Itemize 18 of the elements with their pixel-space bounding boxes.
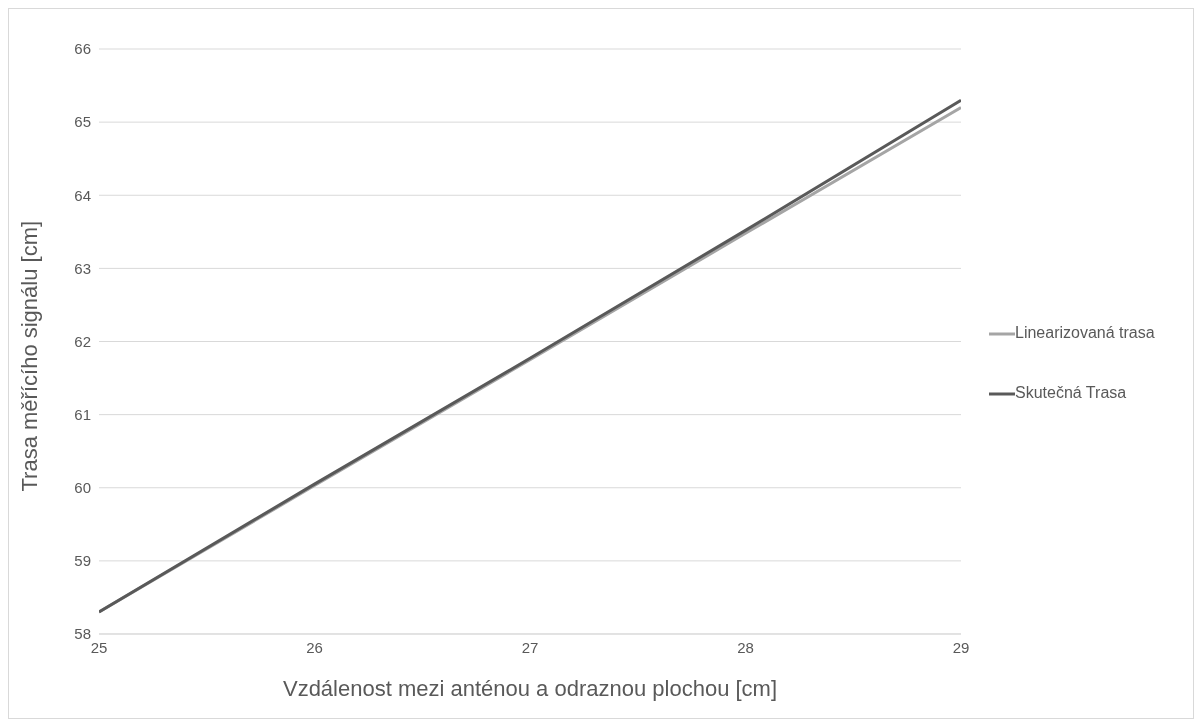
x-tick-label: 26 xyxy=(306,638,323,656)
x-tick-label: 25 xyxy=(90,638,108,656)
y-tick-label: 64 xyxy=(74,186,91,204)
y-tick-label: 66 xyxy=(74,39,91,57)
y-tick-label: 59 xyxy=(74,551,91,569)
legend-label: Skutečná Trasa xyxy=(1015,383,1128,402)
x-tick-label: 27 xyxy=(521,638,539,656)
y-tick-label: 65 xyxy=(74,112,91,130)
legend-label: Linearizovaná trasa xyxy=(1015,323,1155,342)
y-tick-label: 60 xyxy=(74,478,91,496)
x-axis-title: Vzdálenost mezi anténou a odraznou plochou [cm] xyxy=(282,675,778,701)
x-tick-label: 29 xyxy=(952,638,970,656)
y-tick-label: 61 xyxy=(74,405,91,423)
y-tick-label: 58 xyxy=(74,624,91,642)
y-tick-label: 63 xyxy=(74,259,91,277)
y-tick-label: 62 xyxy=(74,332,91,350)
x-tick-label: 28 xyxy=(737,638,754,656)
y-axis-title: Trasa měřícího signálu [cm] xyxy=(16,220,42,491)
